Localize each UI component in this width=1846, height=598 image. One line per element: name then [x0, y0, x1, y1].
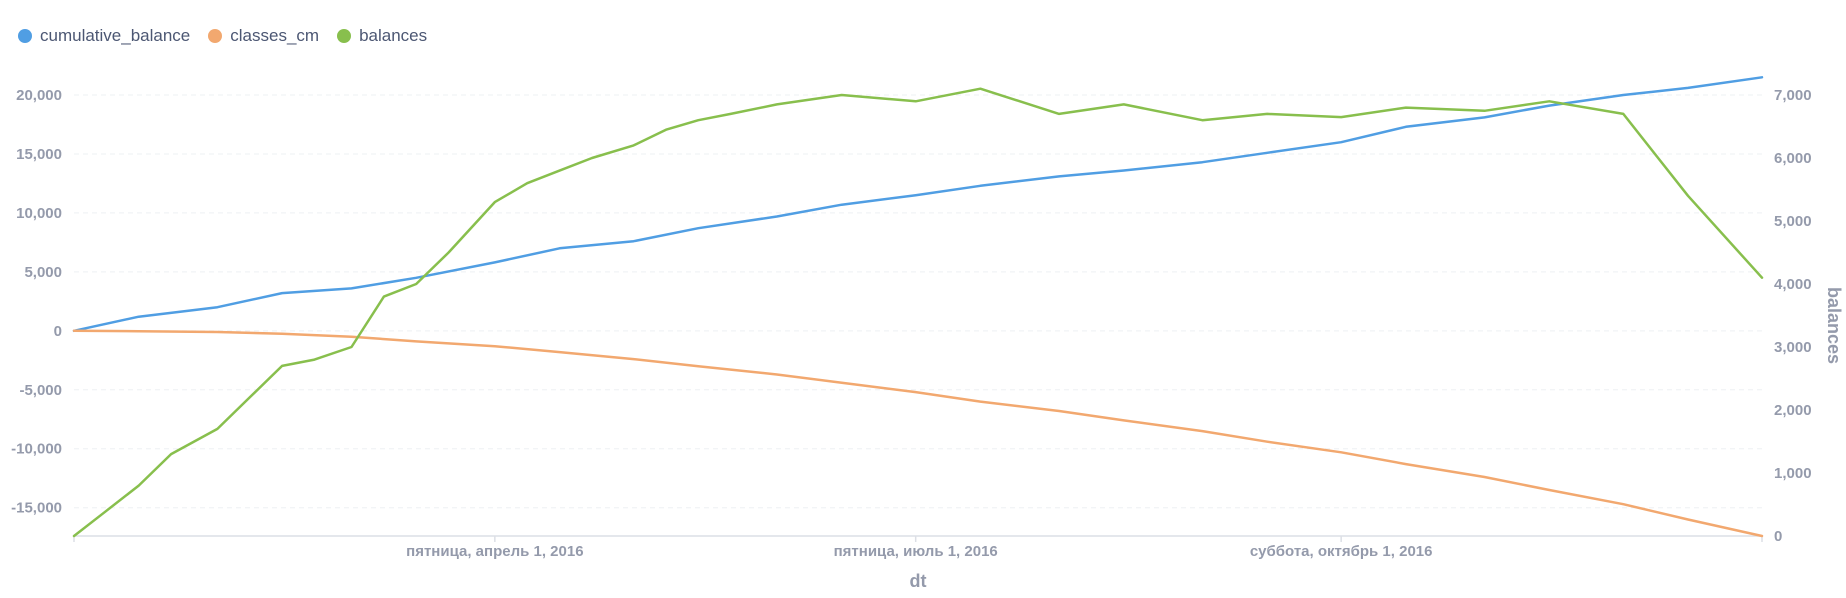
- series-line-cumulative-balance: [72, 76, 1764, 333]
- series-line-balances: [72, 87, 1764, 538]
- x-axis-title: dt: [910, 571, 927, 591]
- y-right-tick-label: 2,000: [1774, 402, 1812, 419]
- y-axis-right-title: balances: [1824, 287, 1844, 364]
- y-left-tick-label: 0: [54, 323, 62, 340]
- legend-label: classes_cm: [230, 26, 320, 45]
- x-axis: пятница, апрель 1, 2016 пятница, июль 1, …: [73, 535, 1763, 560]
- y-right-tick-label: 6,000: [1774, 150, 1812, 167]
- y-right-tick-label: 3,000: [1774, 339, 1812, 356]
- y-right-tick-label: 7,000: [1774, 87, 1812, 104]
- legend-dot-icon: [18, 29, 32, 43]
- y-axis-right: 0 1,000 2,000 3,000 4,000 5,000 6,000 7,000: [1774, 87, 1812, 545]
- y-left-tick-label: 20,000: [16, 87, 62, 104]
- legend-label: cumulative_balance: [40, 26, 191, 45]
- y-left-tick-label: 15,000: [16, 146, 62, 163]
- y-axis-left: -15,000 -10,000 -5,000 0 5,000 10,000 15,000 20…: [11, 87, 62, 517]
- legend-label: balances: [359, 26, 428, 45]
- x-tick-label: пятница, апрель 1, 2016: [406, 543, 583, 560]
- y-left-tick-label: -5,000: [19, 382, 62, 399]
- legend: cumulative_balance classes_cm balances: [18, 26, 427, 46]
- legend-item-classes-cm[interactable]: classes_cm: [208, 26, 319, 46]
- legend-dot-icon: [337, 29, 352, 43]
- y-left-tick-label: 5,000: [24, 264, 62, 281]
- y-right-tick-label: 1,000: [1774, 465, 1812, 482]
- legend-item-balances[interactable]: balances: [337, 26, 427, 46]
- legend-item-cumulative-balance[interactable]: cumulative_balance: [18, 26, 190, 46]
- y-right-tick-label: 5,000: [1774, 213, 1812, 230]
- series-line-classes-cm: [72, 329, 1764, 538]
- grid: [74, 94, 1762, 509]
- series-layer: [72, 76, 1764, 538]
- y-left-tick-label: -10,000: [11, 441, 62, 458]
- x-tick-label: суббота, октябрь 1, 2016: [1250, 543, 1433, 560]
- y-left-tick-label: -15,000: [11, 500, 62, 517]
- y-left-tick-label: 10,000: [16, 205, 62, 222]
- legend-dot-icon: [208, 29, 223, 43]
- x-tick-label: пятница, июль 1, 2016: [834, 543, 998, 560]
- y-right-tick-label: 4,000: [1774, 276, 1812, 293]
- y-right-tick-label: 0: [1774, 528, 1782, 545]
